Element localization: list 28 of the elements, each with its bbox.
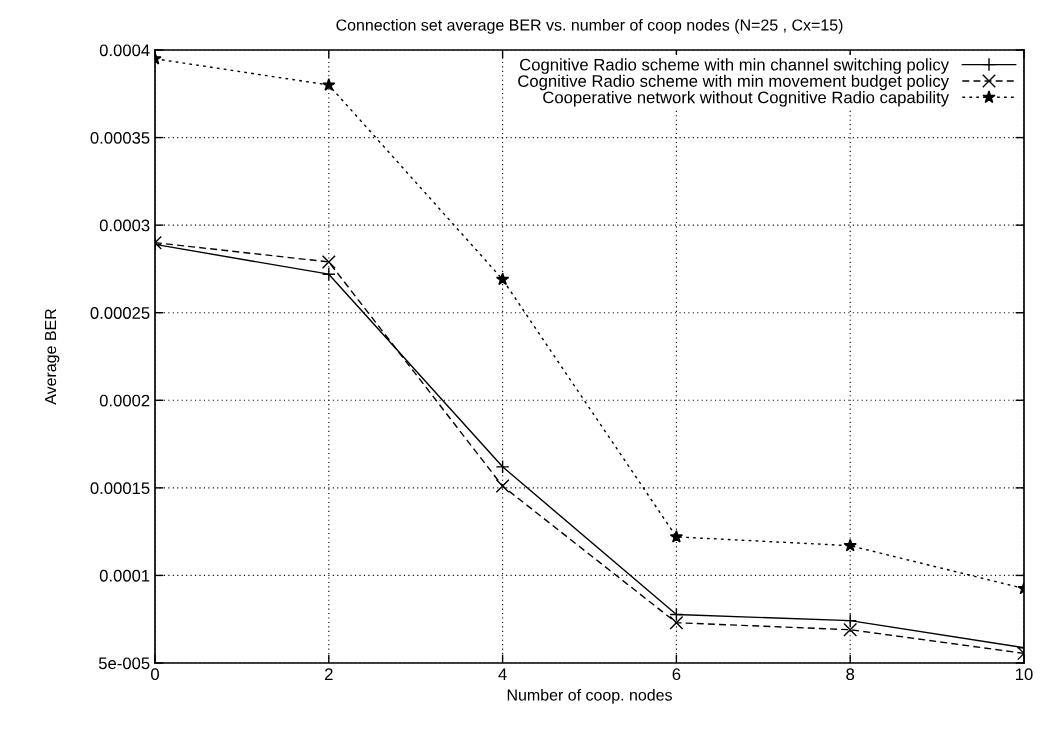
point <box>495 272 510 286</box>
y-tick-label: 0.0004 <box>99 44 150 57</box>
chart-title: Connection set average BER vs. number of coop nodes (N=25 , Cx=15) <box>336 18 843 34</box>
point <box>843 538 857 552</box>
point <box>495 459 510 474</box>
x-tick-label: 6 <box>672 668 681 681</box>
y-axis-title: Average BER <box>45 308 60 405</box>
legend-label: Cognitive Radio scheme with min channel switching policy <box>520 58 949 74</box>
point <box>669 529 684 543</box>
y-tick-label: 0.00025 <box>90 307 150 319</box>
x-tick-label: 2 <box>325 668 333 680</box>
legend-label: Cooperative network without Cognitive Radio capability <box>543 91 949 107</box>
x-axis-title: Number of coop. nodes <box>507 688 672 704</box>
y-tick-label: 0.0001 <box>99 569 150 582</box>
y-tick-label: 0.00015 <box>90 482 150 495</box>
point <box>669 615 684 630</box>
y-tick-label: 0.0003 <box>99 219 150 232</box>
x-tick-label: 0 <box>151 668 159 681</box>
y-tick-label: 5e-005 <box>98 657 150 670</box>
point <box>495 479 510 494</box>
x-tick-label: 10 <box>1016 668 1033 681</box>
point <box>322 78 336 91</box>
y-tick-label: 0.00035 <box>90 131 150 144</box>
x-tick-label: 8 <box>846 668 855 681</box>
point <box>669 607 684 622</box>
x-tick-label: 4 <box>498 668 507 680</box>
legend-label: Cognitive Radio scheme with min movement budget policy <box>518 74 949 91</box>
y-tick-label: 0.0002 <box>99 394 150 407</box>
